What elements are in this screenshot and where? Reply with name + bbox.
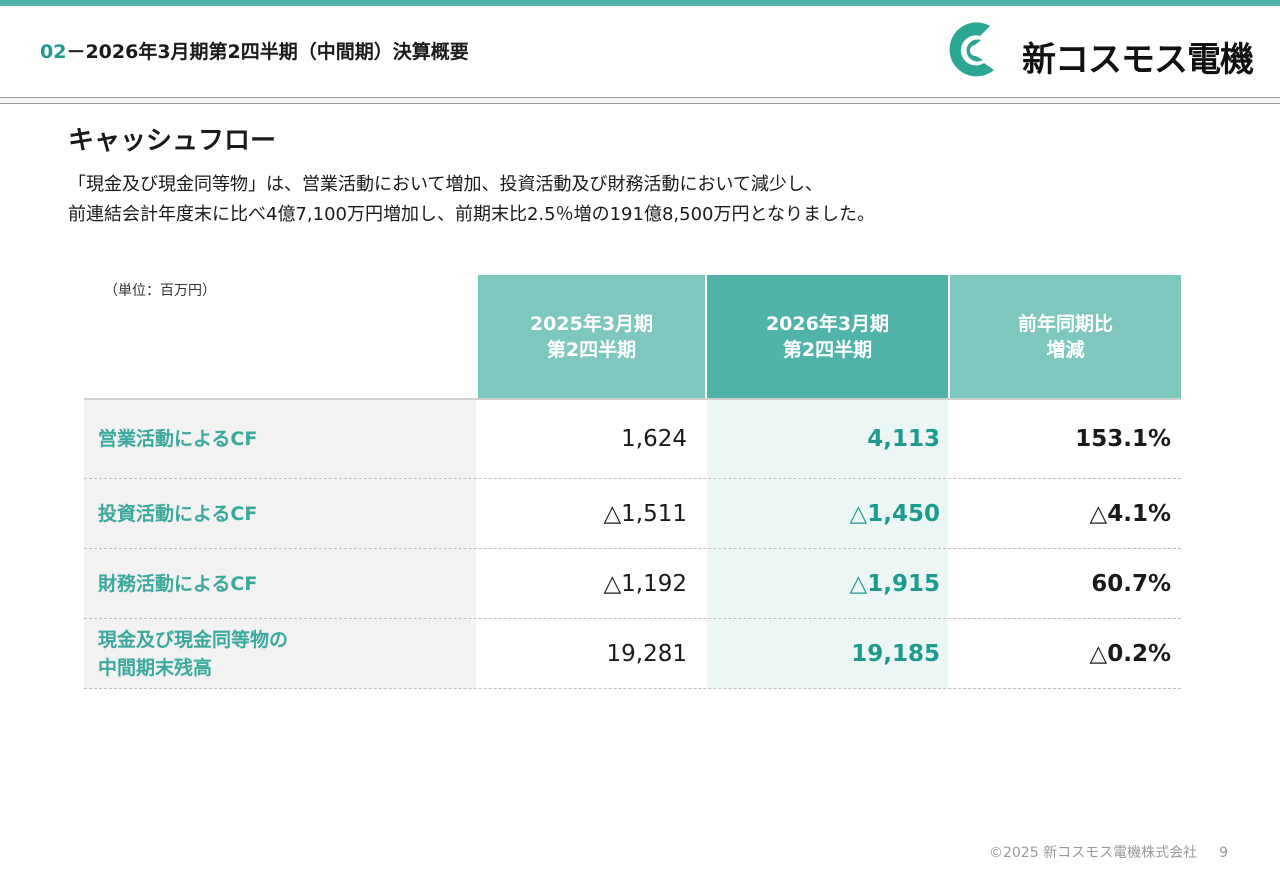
cell-current-year: 4,113 [707, 400, 948, 478]
column-header-prev-year: 2025年3月期 第2四半期 [478, 275, 705, 398]
copyright: ©2025 新コスモス電機株式会社 [988, 845, 1198, 861]
table-row-financing-cf: 財務活動によるCF △1,192 △1,915 60.7% [84, 549, 1181, 619]
page-number: 9 [1219, 845, 1228, 861]
column-header-current-year: 2026年3月期 第2四半期 [707, 275, 948, 398]
table-row-investing-cf: 投資活動によるCF △1,511 △1,450 △4.1% [84, 479, 1181, 549]
company-logo: 新コスモス電機 [940, 20, 1254, 80]
row-label: 現金及び現金同等物の 中間期末残高 [84, 619, 476, 688]
table-header-divider [84, 398, 1181, 400]
column-header-yoy-change: 前年同期比 増減 [950, 275, 1181, 398]
cell-yoy-change: 153.1% [1075, 426, 1171, 452]
cell-current-year: △1,450 [707, 479, 948, 548]
unit-label: （単位：百万円） [104, 283, 216, 299]
column-header-current-year-line1: 2026年3月期 [765, 312, 890, 335]
column-header-yoy-change-line2: 増減 [1046, 338, 1085, 361]
cell-yoy-change: △4.1% [1089, 500, 1171, 527]
cell-prev-year: △1,192 [603, 570, 687, 597]
cell-yoy-change: △0.2% [1089, 640, 1171, 667]
column-header-prev-year-line1: 2025年3月期 [529, 312, 654, 335]
column-header-prev-year-line2: 第2四半期 [546, 338, 637, 361]
table-row-cash-ending-balance: 現金及び現金同等物の 中間期末残高 19,281 19,185 △0.2% [84, 619, 1181, 689]
header-divider [0, 97, 1280, 104]
description-line-1: 「現金及び現金同等物」は、営業活動において増加、投資活動及び財務活動において減少… [68, 174, 823, 195]
row-label: 投資活動によるCF [84, 479, 476, 548]
cell-prev-year: △1,511 [603, 500, 687, 527]
header-title: 02－2026年3月期第2四半期（中間期）決算概要 [40, 37, 469, 64]
cell-current-year: △1,915 [707, 549, 948, 618]
description-line-2: 前連結会計年度末に比べ4億7,100万円増加し、前期末比2.5％増の191億8,… [68, 204, 875, 225]
cell-current-year: 19,185 [707, 619, 948, 688]
column-header-current-year-line2: 第2四半期 [782, 338, 873, 361]
top-accent-band [0, 0, 1280, 6]
cell-prev-year: 1,624 [621, 426, 687, 452]
description: 「現金及び現金同等物」は、営業活動において増加、投資活動及び財務活動において減少… [68, 170, 875, 230]
company-logo-icon [949, 22, 994, 77]
column-header-yoy-change-line1: 前年同期比 [1017, 312, 1113, 335]
header-title-text: －2026年3月期第2四半期（中間期）決算概要 [66, 41, 469, 63]
row-label: 財務活動によるCF [84, 549, 476, 618]
section-number: 02 [40, 41, 67, 63]
table-row-operating-cf: 営業活動によるCF 1,624 4,113 153.1% [84, 400, 1181, 479]
row-label: 営業活動によるCF [84, 400, 476, 478]
cell-prev-year: 19,281 [606, 640, 687, 667]
section-title: キャッシュフロー [68, 126, 277, 156]
footer: ©2025 新コスモス電機株式会社 9 [989, 842, 1228, 862]
cell-yoy-change: 60.7% [1091, 570, 1171, 597]
brand-name: 新コスモス電機 [1022, 40, 1254, 80]
